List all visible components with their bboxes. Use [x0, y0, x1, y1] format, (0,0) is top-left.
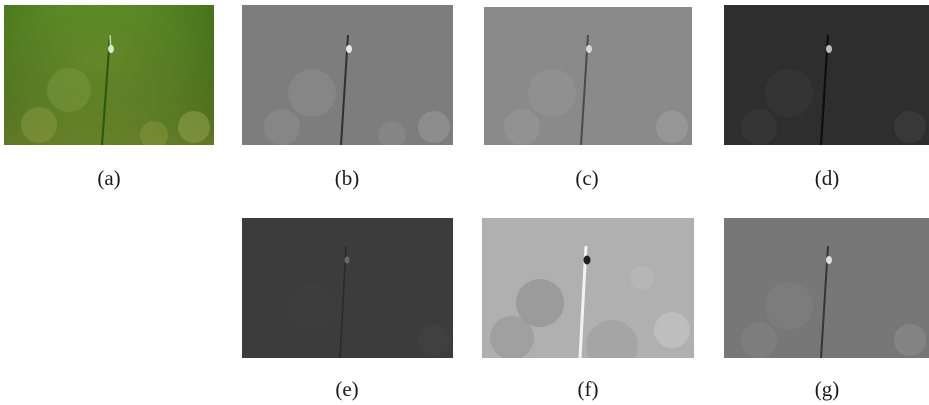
caption-e: (e)	[335, 377, 359, 401]
caption-d: (d)	[814, 166, 840, 190]
image-d-photo	[724, 5, 929, 145]
image-f-photo	[482, 218, 694, 358]
image-e-photo	[242, 218, 453, 358]
caption-a: (a)	[97, 166, 121, 190]
caption-b: (b)	[334, 166, 360, 190]
caption-c: (c)	[575, 166, 599, 190]
image-b-photo	[242, 5, 453, 145]
caption-f: (f)	[577, 377, 599, 401]
caption-g: (g)	[814, 377, 840, 401]
image-a-photo	[4, 5, 214, 145]
image-c-photo	[484, 7, 692, 145]
image-g-photo	[724, 218, 929, 358]
